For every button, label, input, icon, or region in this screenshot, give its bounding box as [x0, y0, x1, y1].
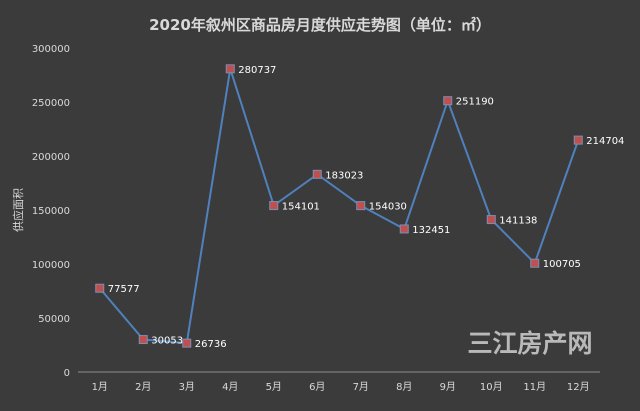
- y-tick-label: 100000: [32, 260, 70, 271]
- y-tick-label: 50000: [38, 314, 70, 325]
- data-label: 30053: [151, 336, 183, 347]
- x-tick-label: 9月: [440, 381, 456, 393]
- data-point: [573, 135, 583, 145]
- y-tick-label: 0: [64, 368, 70, 379]
- y-axis-label: 供应面积: [11, 188, 25, 232]
- data-point: [486, 215, 496, 225]
- data-point: [182, 338, 192, 348]
- data-label: 154101: [282, 202, 320, 213]
- x-tick-label: 5月: [266, 381, 282, 393]
- watermark: 三江房产网: [467, 329, 592, 358]
- data-label: 251190: [456, 97, 494, 108]
- data-label: 26736: [195, 339, 227, 350]
- x-tick-label: 8月: [396, 381, 412, 393]
- chart-title: 2020年叙州区商品房月度供应走势图（单位：㎡）: [149, 16, 491, 34]
- y-tick-labels: 0 50000 100000 150000 200000 250000 300000: [32, 44, 70, 379]
- x-tick-label: 6月: [309, 381, 325, 393]
- data-point: [269, 201, 279, 211]
- data-point: [356, 201, 366, 211]
- data-labels: 77577 30053 26736 280737 154101 183023 154030 1…: [108, 65, 625, 350]
- x-tick-label: 11月: [523, 381, 546, 393]
- data-label: 154030: [369, 202, 407, 213]
- data-label: 100705: [543, 259, 581, 270]
- data-point: [530, 258, 540, 268]
- data-point: [225, 64, 235, 74]
- data-label: 280737: [238, 65, 276, 76]
- x-tick-label: 10月: [480, 381, 503, 393]
- x-tick-label: 2月: [135, 381, 151, 393]
- y-tick-label: 150000: [32, 206, 70, 217]
- y-tick-label: 250000: [32, 98, 70, 109]
- data-point: [95, 283, 105, 293]
- data-point: [399, 224, 409, 234]
- y-tick-label: 300000: [32, 44, 70, 55]
- x-tick-label: 7月: [353, 381, 369, 393]
- data-point: [138, 335, 148, 345]
- x-tick-label: 12月: [567, 381, 590, 393]
- y-tick-label: 200000: [32, 152, 70, 163]
- x-tick-label: 1月: [92, 381, 108, 393]
- series-line: [98, 68, 580, 345]
- data-label: 132451: [412, 225, 450, 236]
- markers: [95, 64, 583, 348]
- data-label: 214704: [586, 136, 624, 147]
- x-tick-labels: 1月 2月 3月 4月 5月 6月 7月 8月 9月 10月 11月 12月: [92, 381, 590, 393]
- data-point: [312, 169, 322, 179]
- data-point: [443, 96, 453, 106]
- x-tick-label: 4月: [222, 381, 238, 393]
- data-label: 183023: [325, 170, 363, 181]
- x-tick-label: 3月: [179, 381, 195, 393]
- data-label: 141138: [499, 216, 537, 227]
- data-label: 77577: [108, 284, 140, 295]
